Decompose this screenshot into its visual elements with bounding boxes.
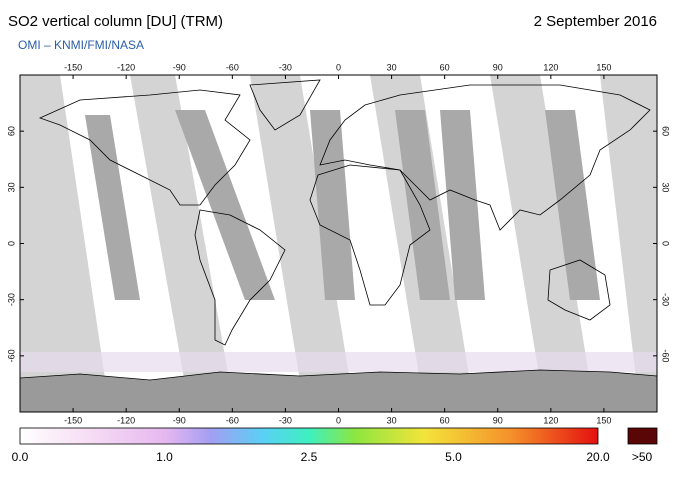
colorbar-label: 1.0 [156,450,173,464]
lon-label-top: 60 [440,62,450,72]
lon-label-top: -120 [117,62,135,72]
lon-label-top: -60 [226,62,239,72]
polar-noise [20,352,657,372]
subtitle: OMI – KNMI/FMI/NASA [18,38,144,52]
north-america [38,89,251,206]
lat-label-left: 60 [6,126,16,136]
lat-label-left: -60 [6,349,16,362]
lon-label-bottom: -150 [64,415,82,425]
lon-label-top: 120 [543,62,558,72]
colorbar [19,427,599,445]
lon-label-top: 90 [493,62,503,72]
map-area [20,75,657,412]
eurasia [319,84,651,231]
colorbar-label: 5.0 [445,450,462,464]
africa [309,164,431,306]
lon-label-top: -150 [64,62,82,72]
lon-label-bottom: 90 [493,415,503,425]
colorbar-label: 2.5 [301,450,318,464]
greenland [249,79,321,131]
lat-label-right: 30 [661,182,671,192]
lon-label-bottom: -30 [279,415,292,425]
overflow-label: >50 [632,450,653,464]
lat-label-right: -60 [661,349,671,362]
lon-label-bottom: 150 [596,415,611,425]
lon-label-bottom: 60 [440,415,450,425]
lat-label-left: 0 [6,241,16,246]
date: 2 September 2016 [534,13,657,30]
colorbar-overflow [627,427,658,445]
lon-label-top: 30 [387,62,397,72]
lat-label-right: 0 [661,241,671,246]
lat-label-right: 60 [661,126,671,136]
lon-label-top: -30 [279,62,292,72]
dark-swaths [85,110,600,300]
australia [547,259,611,321]
lon-label-bottom: 0 [336,415,341,425]
lon-label-bottom: -60 [226,415,239,425]
lon-label-top: -90 [173,62,186,72]
axis-layer: -150 -150 -120 -120 -90 -90 -60 -60 -30 -30 0 0 30 30… [6,62,670,464]
lon-label-bottom: -120 [117,415,135,425]
lon-label-top: 150 [596,62,611,72]
antarctica [20,369,657,412]
lon-label-top: 0 [336,62,341,72]
title: SO2 vertical column [DU] (TRM) [8,13,223,30]
south-america [194,209,286,346]
lon-label-bottom: 120 [543,415,558,425]
lat-label-right: -30 [661,293,671,306]
lon-label-bottom: 30 [387,415,397,425]
lon-label-bottom: -90 [173,415,186,425]
lat-label-left: 30 [6,182,16,192]
colorbar-label: 20.0 [586,450,610,464]
colorbar-label: 0.0 [12,450,29,464]
lat-label-left: -30 [6,293,16,306]
